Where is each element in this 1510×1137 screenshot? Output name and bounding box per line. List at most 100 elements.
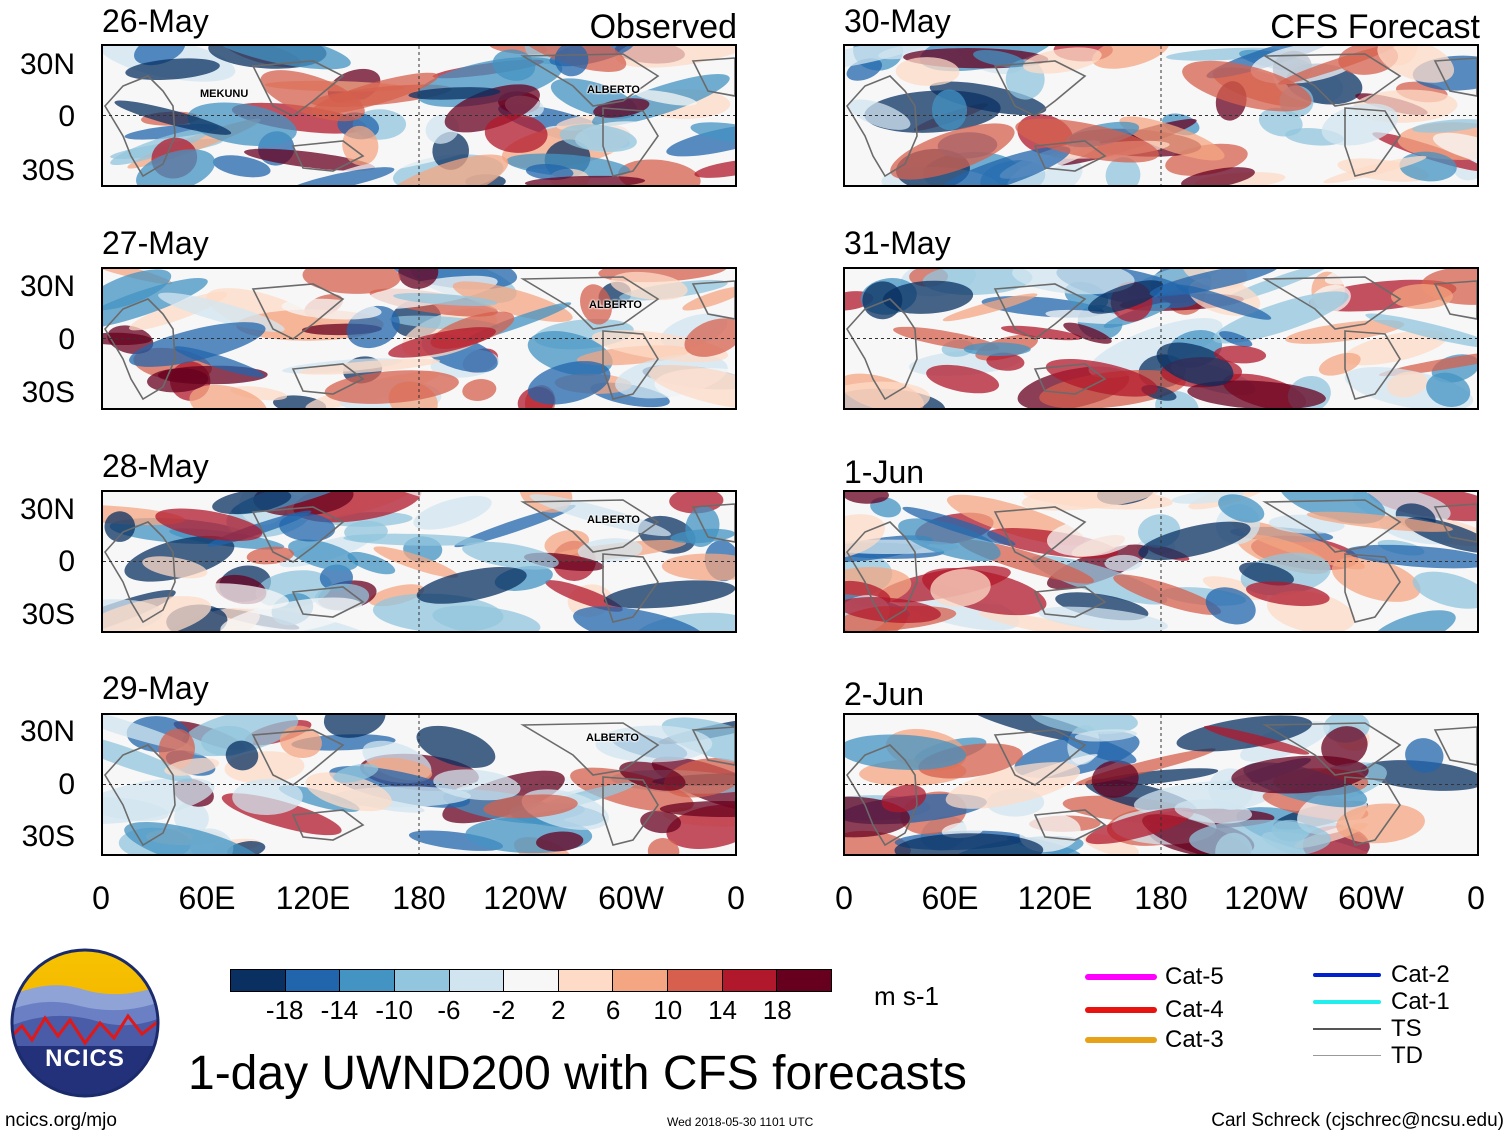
anomaly-blob [189, 384, 268, 408]
anomaly-blob [1318, 352, 1361, 376]
anomaly-blob [1279, 492, 1386, 524]
anomaly-blob [1306, 511, 1453, 532]
anomaly-blob [462, 541, 559, 570]
lon-label: 120W [1224, 880, 1308, 916]
footer-url[interactable]: ncics.org/mjo [5, 1110, 117, 1131]
anomaly-blob [1001, 325, 1082, 341]
anomaly-blob [1370, 610, 1456, 631]
anomaly-blob [1046, 518, 1136, 557]
forecast-header: CFS Forecast [1270, 8, 1480, 46]
anomaly-blob [416, 725, 496, 768]
coastline [251, 506, 345, 563]
anomaly-blob [244, 148, 376, 171]
wind-anomaly-field [103, 46, 735, 185]
anomaly-blob [1104, 554, 1143, 572]
anomaly-blob [1239, 562, 1294, 586]
colorbar-tick-label: -2 [492, 995, 516, 1025]
coastline [251, 60, 345, 117]
legend-line-td [1313, 1055, 1381, 1056]
anomaly-blob [690, 122, 735, 145]
anomaly-blob [661, 553, 735, 581]
anomaly-blob [545, 580, 623, 612]
anomaly-blob [898, 518, 1001, 562]
anomaly-blob [647, 838, 680, 854]
anomaly-blob [1189, 819, 1332, 854]
anomaly-blob [694, 159, 735, 178]
anomaly-blob [462, 379, 497, 401]
legend-line-cat3 [1085, 1037, 1157, 1043]
coastline [520, 499, 660, 553]
colorbar-tick-label: -10 [375, 995, 413, 1025]
legend-line-ts [1313, 1028, 1381, 1030]
coastline [691, 726, 735, 766]
lon-label: 60W [598, 880, 664, 916]
coastline [993, 506, 1087, 563]
anomaly-blob [1321, 726, 1368, 767]
lat-label-30n: 30N [19, 270, 75, 303]
panel-date-forecast-4: 2-Jun [844, 676, 925, 712]
coastline [520, 53, 660, 107]
storm-category-legend: Cat-5 Cat-4 Cat-3 Cat-2 Cat-1 TS TD [1085, 963, 1485, 1078]
coastline [1344, 330, 1401, 400]
anomaly-blob [174, 802, 209, 835]
anomaly-blob [1336, 803, 1425, 844]
map-panel-observed-2: ALBERTO [101, 267, 737, 410]
colorbar-tick-label: 18 [762, 995, 792, 1025]
anomaly-blob [285, 167, 395, 185]
anomaly-blob [225, 740, 259, 771]
anomaly-blob [659, 800, 735, 818]
lon-label: 180 [392, 880, 446, 916]
anomaly-blob [311, 72, 439, 115]
anomaly-blob [963, 342, 1031, 357]
anomaly-blob [1021, 492, 1162, 511]
anomaly-blob [902, 506, 1016, 546]
ncics-logo-graphic [10, 948, 160, 1098]
storm-label-alberto: ALBERTO [586, 732, 639, 744]
panel-date-forecast-1: 30-May [844, 3, 951, 39]
anomaly-blob [1205, 587, 1256, 625]
lat-label-0: 0 [58, 323, 75, 356]
anomaly-blob [931, 89, 968, 131]
anomaly-blob [302, 269, 401, 294]
coastline [1433, 726, 1477, 766]
coastline [993, 283, 1087, 340]
wind-anomaly-field [845, 46, 1477, 185]
storm-label-alberto: ALBERTO [589, 299, 642, 311]
coastline [993, 60, 1087, 117]
panel-date-observed-2: 27-May [102, 225, 209, 261]
anomaly-blob [114, 100, 232, 135]
anomaly-blob [942, 293, 1038, 322]
panel-date-observed-4: 29-May [102, 670, 209, 706]
anomaly-blob [882, 280, 974, 314]
anomaly-blob [212, 492, 292, 515]
wind-anomaly-field [103, 492, 735, 631]
lat-label-30n: 30N [19, 493, 75, 526]
lon-label: 180 [1134, 880, 1188, 916]
colorbar-swatch [394, 970, 450, 991]
anomaly-blob [103, 732, 193, 783]
anomaly-blob [432, 605, 541, 631]
coastline [1033, 586, 1107, 618]
anomaly-blob [393, 293, 498, 306]
anomaly-blob [212, 155, 271, 178]
anomaly-blob [342, 125, 379, 166]
anomaly-blob [398, 269, 439, 289]
coastline [1033, 363, 1107, 395]
anomaly-blob [845, 796, 910, 838]
colorbar-swatch [285, 970, 341, 991]
coastline [602, 553, 659, 623]
anomaly-blob [279, 725, 322, 758]
anomaly-blob [525, 163, 574, 181]
anomaly-blob [1038, 606, 1168, 631]
anomaly-blob [663, 757, 735, 798]
anomaly-blob [232, 778, 303, 816]
anomaly-blob [484, 113, 548, 153]
map-panel-forecast-2 [843, 267, 1479, 410]
coastline [691, 57, 735, 97]
coastline [291, 809, 365, 841]
anomaly-blob [1203, 725, 1310, 755]
colorbar-tick-label: 10 [653, 995, 683, 1025]
legend-line-cat4 [1085, 1007, 1157, 1013]
anomaly-blob [1230, 519, 1365, 570]
anomaly-blob [103, 797, 169, 822]
